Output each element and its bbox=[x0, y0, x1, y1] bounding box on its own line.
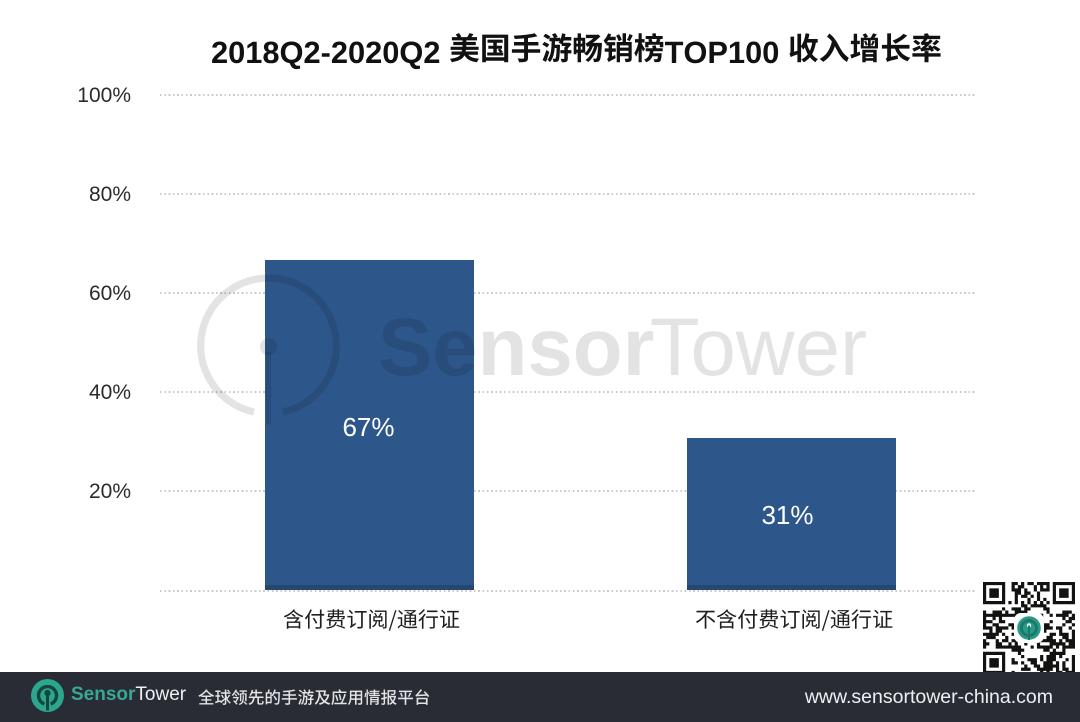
svg-text:Tower: Tower bbox=[650, 302, 867, 393]
svg-text:Sensor: Sensor bbox=[378, 302, 654, 393]
